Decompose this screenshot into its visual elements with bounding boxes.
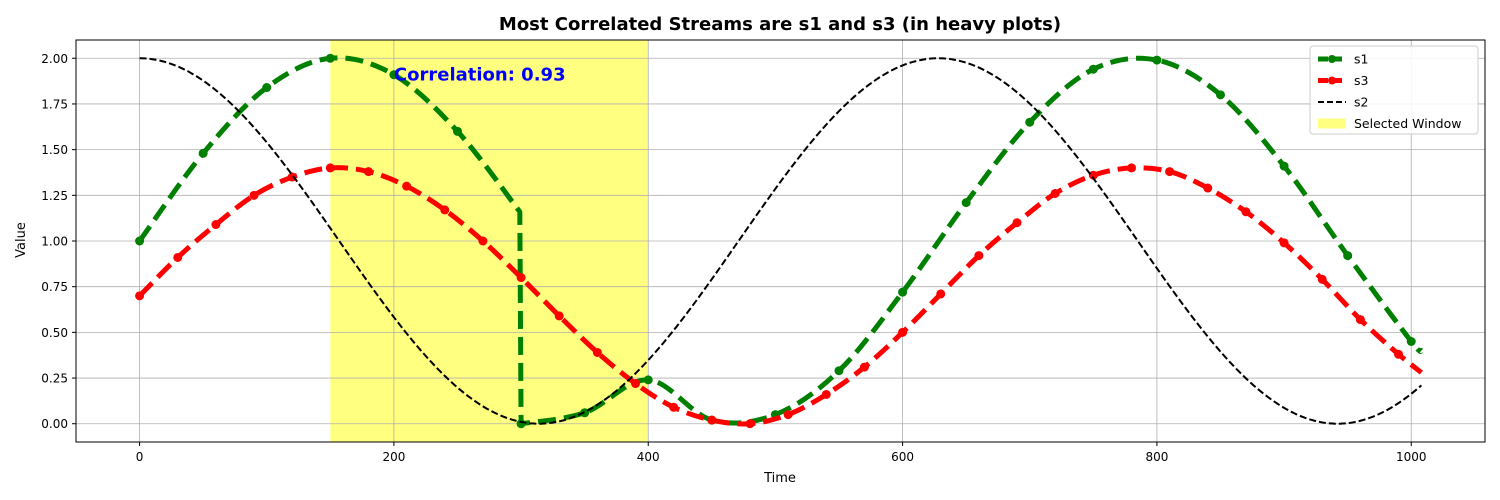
legend-swatch-window [1318,118,1346,129]
data-point-s1 [1343,251,1353,261]
x-tick-label: 200 [382,450,405,464]
data-point-s3 [1126,163,1136,173]
y-tick-label: 1.50 [41,143,68,157]
annotation-layer: Correlation: 0.93 [394,65,566,86]
data-point-s3 [936,289,946,299]
data-point-s3 [402,181,412,191]
data-point-s3 [1203,183,1213,193]
data-point-s1 [961,198,971,208]
y-tick-label: 0.00 [41,417,68,431]
data-point-s1 [834,366,844,376]
data-point-s3 [249,190,259,200]
data-point-s1 [1406,337,1416,346]
data-point-s3 [1355,315,1365,325]
data-point-s1 [452,126,462,136]
data-point-s3 [631,379,641,389]
data-point-s3 [325,163,335,173]
series-layer [135,53,1424,429]
ticks-layer: 0 200 400 600 800 1000 0.00 0.25 0.50 0.75 1.00 1.2… [41,52,1426,464]
data-point-s3 [440,205,450,215]
data-point-s3 [821,389,831,399]
data-point-s3 [478,236,488,246]
chart-title: Most Correlated Streams are s1 and s3 (i… [499,14,1061,35]
data-point-s3 [1165,167,1175,177]
data-point-s3 [363,167,373,177]
data-point-s1 [325,53,335,63]
y-axis-label: Value [14,222,29,258]
legend-label: Selected Window [1354,116,1461,131]
data-point-s3 [1394,349,1404,359]
data-point-s1 [643,375,653,385]
data-point-s3 [1241,207,1251,217]
x-tick-label: 800 [1145,450,1168,464]
data-point-s3 [707,415,717,425]
x-tick-label: 0 [136,450,144,464]
legend-label: s1 [1354,52,1368,67]
series-line-s3 [137,165,1423,427]
data-point-s3 [173,252,183,262]
series-line-s2 [139,57,1423,425]
x-tick-label: 600 [891,450,914,464]
correlation-annotation: Correlation: 0.93 [394,65,566,86]
data-point-s1 [262,83,272,93]
legend: s1 s3 s2 Selected Window [1309,45,1479,135]
data-point-s1 [135,236,145,246]
data-point-s3 [974,251,984,261]
legend-label: s3 [1354,73,1368,88]
y-tick-label: 1.00 [41,235,68,249]
data-point-s3 [516,273,526,283]
data-point-s1 [1279,161,1289,171]
data-point-s3 [745,419,755,429]
data-point-s3 [898,327,908,337]
data-point-s1 [898,287,908,297]
data-point-s3 [1050,188,1060,198]
legend-marker-s3 [1328,76,1336,85]
data-point-s3 [135,291,145,301]
data-point-s1 [1088,64,1098,74]
data-point-s3 [783,410,793,420]
y-tick-label: 0.25 [41,372,68,386]
data-point-s1 [198,148,208,158]
y-tick-label: 0.75 [41,280,68,294]
y-tick-label: 0.50 [41,326,68,340]
data-point-s3 [211,220,221,230]
data-point-s1 [1152,55,1162,65]
data-point-s3 [554,311,564,321]
x-axis-label: Time [763,471,796,486]
data-point-s3 [1088,170,1098,180]
data-point-s3 [592,347,602,357]
legend-label: s2 [1354,95,1368,110]
y-tick-label: 1.75 [41,97,68,111]
y-tick-label: 1.25 [41,189,68,203]
data-point-s3 [669,402,679,412]
legend-box [1309,45,1479,135]
data-point-s1 [516,419,526,429]
data-point-s3 [1279,238,1289,248]
x-tick-label: 1000 [1396,450,1427,464]
data-point-s3 [1012,218,1022,228]
data-point-s1 [389,70,399,80]
series-line-s1 [137,55,1424,427]
data-point-s1 [1025,117,1035,127]
data-point-s1 [1215,90,1225,100]
y-tick-label: 2.00 [41,52,68,66]
data-point-s3 [859,362,869,372]
legend-marker-s1 [1328,55,1336,63]
data-point-s3 [1317,274,1327,284]
x-tick-label: 400 [637,450,660,464]
